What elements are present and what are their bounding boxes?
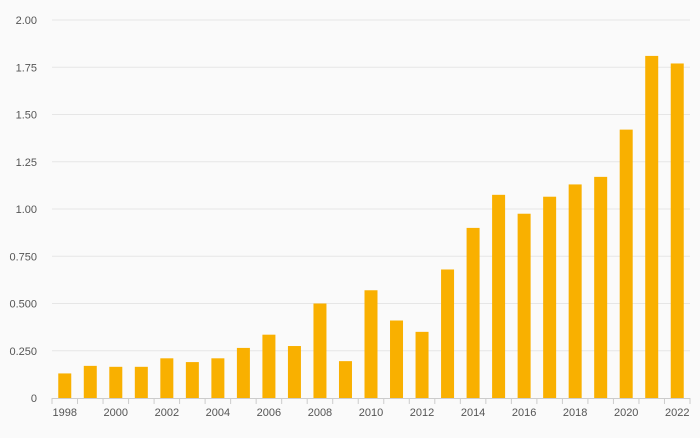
y-tick-label: 0.750 — [9, 251, 37, 263]
bar-2016 — [517, 213, 531, 398]
bar-2017 — [543, 196, 557, 398]
bar-2007 — [287, 346, 301, 398]
x-tick-label: 2002 — [155, 407, 179, 419]
grid-lines — [52, 19, 690, 352]
bar-2004 — [211, 358, 225, 398]
bar-2000 — [109, 366, 123, 398]
y-axis-ticks: 0 0.250 0.500 0.750 1.00 1.25 1.50 1.75 2.00 — [9, 15, 37, 405]
x-tick-label: 1998 — [53, 407, 77, 419]
bar-2021 — [645, 55, 659, 398]
bar-2009 — [338, 361, 352, 398]
x-axis — [51, 398, 691, 404]
x-tick-label: 2012 — [410, 407, 434, 419]
bar-2003 — [185, 362, 199, 398]
y-tick-label: 2.00 — [16, 15, 37, 27]
bar-2015 — [492, 194, 506, 398]
bar-2010 — [364, 290, 378, 398]
y-tick-label: 0.250 — [9, 346, 37, 358]
bar-2002 — [160, 358, 174, 398]
x-tick-label: 2022 — [665, 407, 689, 419]
bar-2006 — [262, 334, 276, 398]
y-tick-label: 1.75 — [16, 62, 37, 74]
bars — [58, 55, 684, 398]
bar-2005 — [236, 347, 250, 398]
bar-2012 — [415, 331, 429, 398]
y-tick-label: 0 — [31, 393, 37, 405]
bar-2001 — [134, 366, 148, 398]
y-tick-label: 1.00 — [16, 204, 37, 216]
x-tick-label: 2020 — [614, 407, 638, 419]
y-tick-label: 0.500 — [9, 299, 37, 311]
x-tick-label: 2018 — [563, 407, 587, 419]
y-tick-label: 1.50 — [16, 110, 37, 122]
bar-2014 — [466, 227, 480, 398]
bar-2008 — [313, 303, 327, 398]
bar-2019 — [594, 176, 608, 398]
x-tick-label: 2006 — [257, 407, 281, 419]
x-tick-label: 2016 — [512, 407, 536, 419]
bar-1998 — [58, 373, 72, 398]
bar-2018 — [568, 184, 582, 398]
bar-2013 — [441, 269, 455, 398]
x-tick-label: 2014 — [461, 407, 485, 419]
bar-1999 — [83, 365, 97, 398]
bar-2020 — [619, 129, 633, 398]
x-tick-label: 2008 — [308, 407, 332, 419]
bar-2022 — [670, 63, 684, 398]
x-tick-label: 2000 — [104, 407, 128, 419]
y-tick-label: 1.25 — [16, 157, 37, 169]
x-axis-ticks: 1998 2000 2002 2004 2006 2008 2010 2012 2014 2016… — [53, 407, 690, 419]
x-tick-label: 2010 — [359, 407, 383, 419]
bar-2011 — [390, 320, 404, 398]
x-tick-label: 2004 — [206, 407, 230, 419]
